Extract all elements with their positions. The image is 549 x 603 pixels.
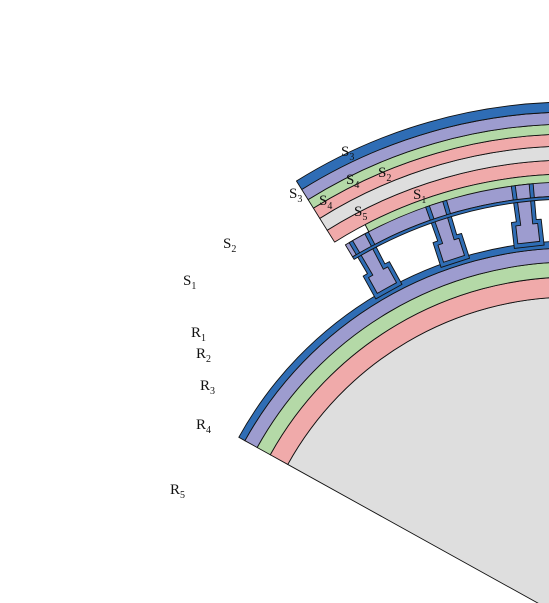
rotor-label-r4: R4 — [196, 417, 211, 436]
rotor-ring-r1 — [238, 241, 549, 442]
stator-label-s3-inner: S3 — [289, 186, 302, 205]
stator-label-s5: S5 — [354, 204, 367, 223]
stator-label-s1-inner: S1 — [183, 273, 196, 292]
stator-label-s2-tooth: S2 — [223, 236, 236, 255]
stator-label-s2-outer: S2 — [378, 165, 391, 184]
stator-tooth-s2-2 — [428, 200, 465, 263]
rotor-label-r3: R3 — [200, 378, 215, 397]
stator-teeth — [344, 182, 549, 300]
stator-label-s4-inner: S4 — [319, 193, 332, 212]
rotor — [238, 241, 549, 603]
rotor-label-r1: R1 — [191, 325, 206, 344]
stator-yoke-lining-s1 — [352, 196, 549, 260]
region-labels: R1 R2 R3 R4 R5 S1 S2 S3 S4 S5 S4 S3 S2 S… — [170, 144, 426, 501]
stator-label-s1-outer: S1 — [413, 187, 426, 206]
rotor-label-r2: R2 — [196, 346, 211, 365]
stator-label-s3-outer: S3 — [341, 144, 354, 163]
rotor-label-r5: R5 — [170, 482, 185, 501]
stator-label-s4-outer: S4 — [346, 172, 359, 191]
stator-ring-s1-outer — [295, 102, 549, 190]
stator-tooth-s2-1 — [352, 233, 397, 294]
